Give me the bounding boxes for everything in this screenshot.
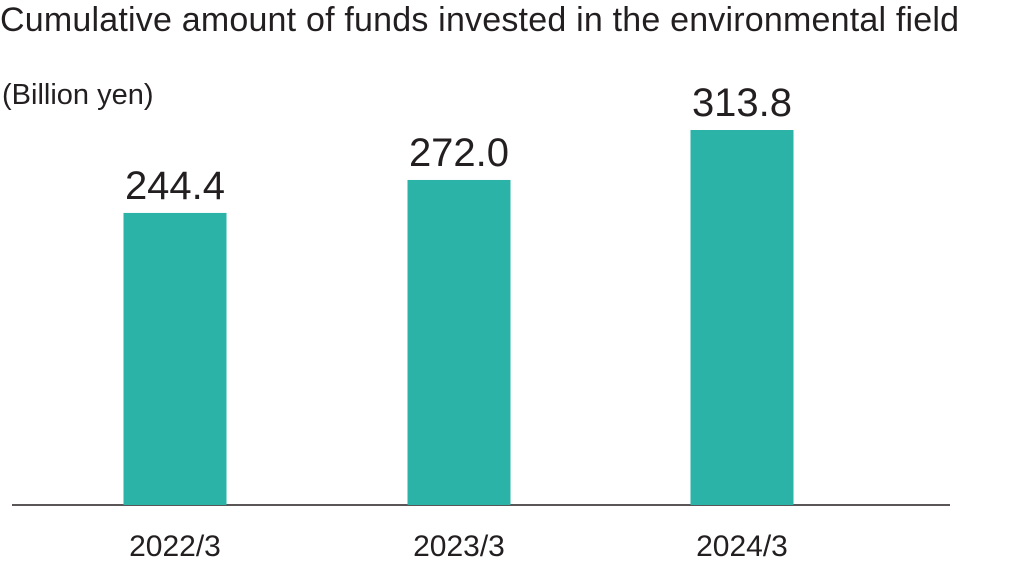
bar-2024-3 <box>690 130 794 505</box>
bar-2022-3 <box>123 212 227 505</box>
data-label: 272.0 <box>409 131 509 175</box>
x-tick-label: 2023/3 <box>413 530 505 563</box>
x-tick-label: 2022/3 <box>129 530 221 563</box>
x-tick-label: 2024/3 <box>696 530 788 563</box>
data-label: 313.8 <box>692 81 792 125</box>
data-label: 244.4 <box>125 164 225 208</box>
unit-label: (Billion yen) <box>2 79 154 111</box>
chart-title: Cumulative amount of funds invested in t… <box>0 1 960 39</box>
bar-2023-3 <box>407 179 511 505</box>
bars-layer: 244.4 2022/3 272.0 2023/3 313.8 2024/3 <box>123 81 794 563</box>
